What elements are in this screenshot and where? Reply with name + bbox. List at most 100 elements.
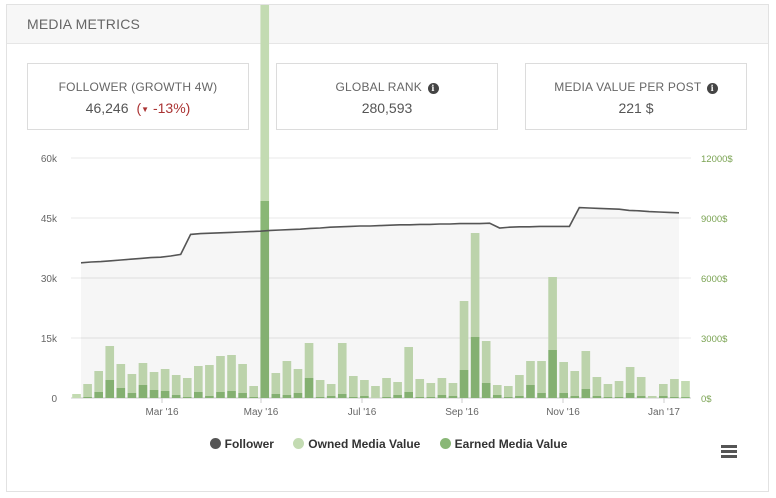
earned-media-bar (659, 396, 668, 398)
y-right-tick-label: 6000$ (701, 274, 728, 285)
legend-item-follower[interactable]: Follower (209, 437, 274, 451)
owned-media-bar (315, 380, 325, 397)
earned-media-bar (504, 397, 513, 398)
y-left-tick-label: 15k (41, 334, 58, 345)
owned-media-bar (581, 351, 591, 389)
earned-media-bar (160, 391, 170, 398)
earned-media-bar (670, 397, 679, 398)
owned-media-bar (647, 396, 657, 398)
earned-media-bar (271, 394, 281, 398)
earned-media-bar (614, 397, 624, 398)
earned-media-bar (681, 397, 690, 398)
earned-media-bar (559, 393, 568, 398)
owned-media-bar (271, 373, 281, 394)
owned-media-bar (249, 386, 258, 397)
global-rank-title: GLOBAL RANK (335, 80, 422, 94)
follower-count: 46,246 (85, 100, 129, 116)
owned-media-bar (526, 361, 535, 385)
info-icon[interactable]: i (427, 83, 439, 94)
owned-media-bar (360, 380, 369, 396)
global-rank-value: 280,593 (361, 100, 413, 116)
owned-media-bar (548, 277, 557, 350)
owned-media-bar (149, 372, 159, 390)
owned-media-bar (171, 375, 181, 395)
owned-media-bar (282, 361, 292, 395)
owned-media-bar (659, 384, 668, 396)
earned-media-bar (515, 396, 524, 398)
owned-media-bar (127, 374, 137, 393)
x-tick-label: Mar '16 (145, 407, 178, 418)
earned-media-bar (526, 385, 535, 398)
owned-media-bar (481, 341, 491, 383)
earned-media-bar (537, 393, 546, 398)
owned-media-bar (349, 376, 358, 397)
owned-media-bar (614, 381, 624, 397)
legend-item-owned[interactable]: Owned Media Value (293, 437, 420, 451)
owned-media-bar (382, 378, 391, 397)
follower-growth-value-row: 46,246 (▼ -13%) (28, 100, 248, 116)
legend-item-earned[interactable]: Earned Media Value (439, 437, 568, 451)
owned-media-bar (426, 383, 436, 397)
info-icon[interactable]: i (706, 83, 718, 94)
earned-media-bar (492, 395, 502, 398)
earned-media-bar (437, 395, 447, 398)
earned-media-bar (360, 396, 369, 398)
earned-media-bar (83, 397, 92, 398)
legend-dot-owned (293, 438, 305, 449)
earned-media-bar (426, 397, 436, 398)
legend-dot-earned (439, 438, 451, 449)
x-tick-label: Jul '16 (348, 407, 377, 418)
earned-media-bar (326, 396, 336, 398)
y-left-tick-label: 45k (41, 214, 58, 225)
growth-close-paren: ) (185, 100, 191, 116)
earned-media-bar (603, 397, 613, 398)
owned-media-bar (448, 383, 458, 396)
earned-media-bar (194, 392, 203, 398)
earned-media-bar (171, 395, 181, 398)
owned-media-bar (216, 356, 225, 392)
y-left-tick-label: 60k (41, 154, 58, 165)
owned-media-bar (437, 378, 447, 395)
owned-media-bar (570, 371, 580, 396)
earned-media-bar (570, 396, 580, 398)
legend-label-follower: Follower (224, 437, 274, 451)
follower-area (81, 208, 679, 398)
earned-media-bar (592, 396, 602, 398)
media-value-per-post-card: MEDIA VALUE PER POST i 221 $ (525, 63, 747, 130)
earned-media-bar (182, 397, 192, 398)
owned-media-bar (603, 384, 613, 397)
growth-open-paren: ( (136, 100, 142, 116)
x-tick-label: May '16 (244, 407, 279, 418)
owned-media-bar (83, 384, 92, 397)
owned-media-bar (337, 343, 347, 394)
owned-media-bar (537, 361, 546, 393)
earned-media-bar (304, 378, 314, 398)
owned-media-bar (625, 367, 635, 393)
earned-media-bar (116, 388, 126, 398)
earned-media-bar (227, 391, 236, 398)
owned-media-bar (592, 377, 602, 396)
earned-media-bar (315, 397, 325, 398)
x-tick-label: Jan '17 (648, 407, 680, 418)
earned-media-bar (581, 389, 591, 398)
owned-media-bar (559, 362, 568, 393)
legend-label-earned: Earned Media Value (454, 437, 568, 451)
owned-media-bar (205, 365, 214, 396)
owned-media-bar (138, 363, 148, 385)
owned-media-bar (636, 377, 646, 396)
owned-media-bar (227, 355, 236, 391)
caret-down-icon: ▼ (141, 105, 150, 114)
owned-media-bar (415, 379, 425, 397)
owned-media-bar (194, 366, 203, 392)
media-value-title: MEDIA VALUE PER POST (554, 80, 702, 94)
earned-media-bar (625, 393, 635, 398)
earned-media-bar (94, 392, 103, 398)
owned-media-bar (681, 381, 690, 397)
y-right-tick-label: 12000$ (701, 154, 733, 165)
global-rank-card: GLOBAL RANK i 280,593 (276, 63, 498, 130)
owned-media-bar (116, 364, 126, 388)
earned-media-bar (127, 393, 137, 398)
earned-media-bar (459, 370, 469, 398)
owned-media-bar (293, 369, 303, 393)
chart-menu-icon[interactable] (721, 445, 737, 458)
